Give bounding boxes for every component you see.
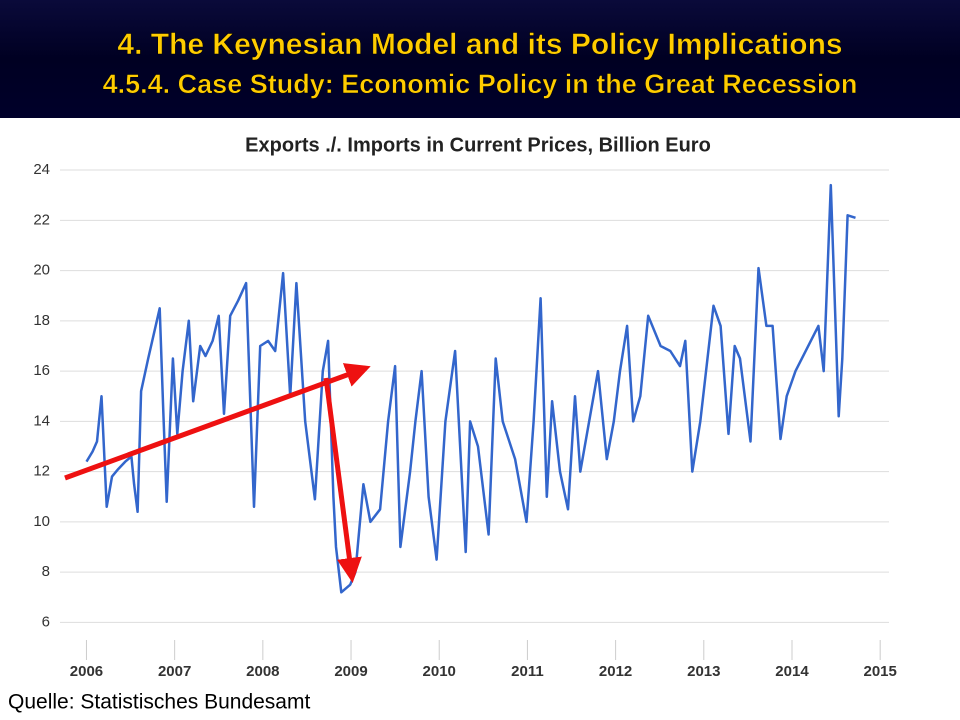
x-tick-label: 2008 xyxy=(246,663,279,680)
source-note: Quelle: Statistisches Bundesamt xyxy=(8,691,310,714)
slide-title: 4. The Keynesian Model and its Policy Im… xyxy=(117,28,842,61)
plot: 6 8 10 12 14 16 18 20 22 24 2006 2007 2008 2009 2010 20… xyxy=(33,161,897,680)
y-tick-label: 20 xyxy=(33,262,50,279)
x-tick-label: 2006 xyxy=(70,663,103,680)
x-tick-label: 2010 xyxy=(423,663,456,680)
y-tick-label: 8 xyxy=(42,563,50,580)
x-tick-label: 2011 xyxy=(511,663,544,680)
slide-subtitle: 4.5.4. Case Study: Economic Policy in th… xyxy=(103,69,858,99)
x-tick-label: 2009 xyxy=(334,663,367,680)
data-line xyxy=(85,183,856,594)
chart-title: Exports ./. Imports in Current Prices, B… xyxy=(245,134,711,156)
x-tick-label: 2012 xyxy=(599,663,632,680)
y-tick-label: 22 xyxy=(33,211,50,228)
x-tick-label: 2007 xyxy=(158,663,191,680)
y-tick-label: 14 xyxy=(33,412,50,429)
y-tick-label: 10 xyxy=(33,513,50,530)
y-tick-label: 24 xyxy=(33,161,50,178)
x-tick-label: 2013 xyxy=(687,663,720,680)
y-tick-label: 6 xyxy=(42,613,50,630)
x-tick-label: 2015 xyxy=(863,663,896,680)
annotation-arrow xyxy=(64,363,371,481)
header-background xyxy=(0,0,960,118)
annotation-arrow xyxy=(323,377,362,583)
y-tick-label: 16 xyxy=(33,362,50,379)
y-tick-label: 18 xyxy=(33,312,50,329)
x-tick-label: 2014 xyxy=(775,663,809,680)
y-tick-label: 12 xyxy=(33,463,50,480)
